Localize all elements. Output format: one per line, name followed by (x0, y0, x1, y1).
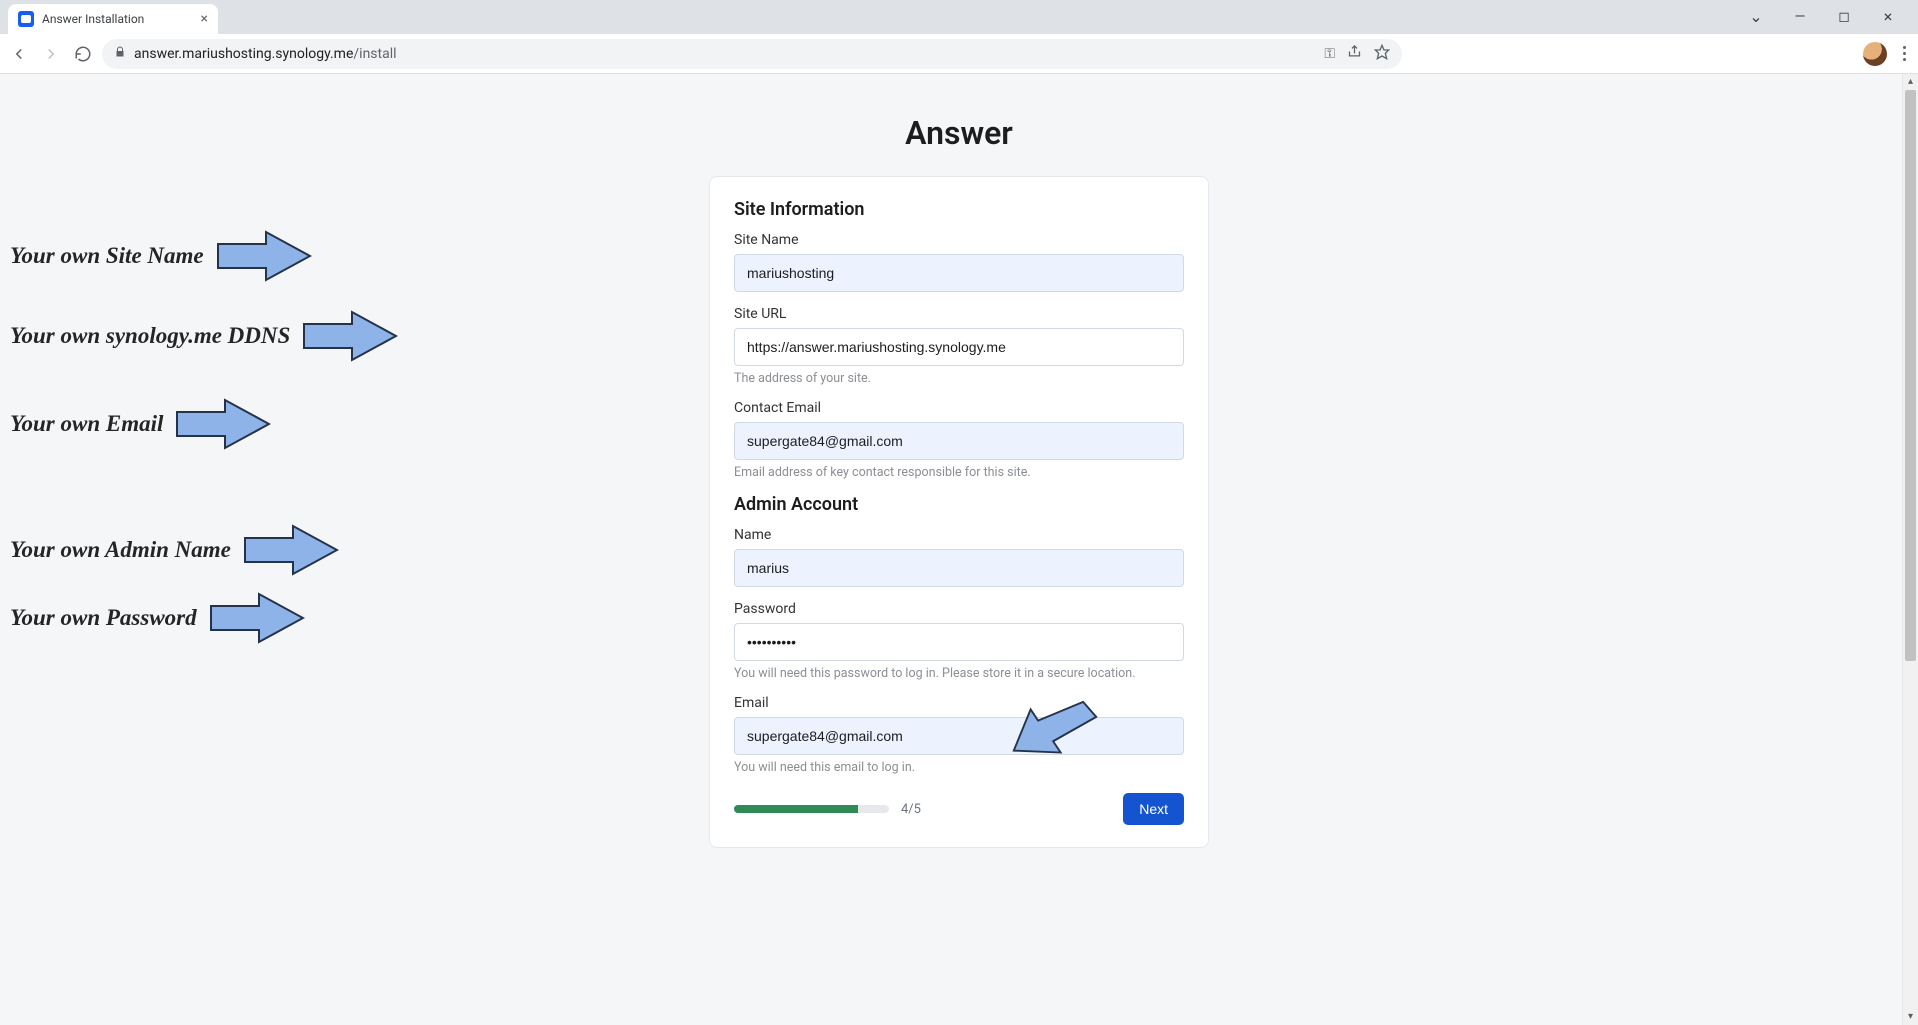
hint-admin-password: You will need this password to log in. P… (734, 666, 1184, 681)
chevron-down-icon[interactable]: ⌄ (1742, 9, 1770, 25)
window-controls: ⌄ — ◻ × (1742, 9, 1910, 25)
progress-bar (734, 805, 889, 813)
input-admin-password[interactable] (734, 623, 1184, 661)
browser-tab[interactable]: Answer Installation × (8, 4, 218, 34)
url-path: /install (353, 46, 396, 62)
browser-chrome: Answer Installation × ⌄ — ◻ × (0, 0, 1918, 74)
input-contact-email[interactable] (734, 422, 1184, 460)
hint-contact-email: Email address of key contact responsible… (734, 465, 1184, 480)
window-close-icon[interactable]: × (1874, 9, 1902, 25)
tab-favicon-icon (18, 11, 34, 27)
progress-fill (734, 805, 858, 813)
section-site-info-title: Site Information (734, 199, 1184, 220)
tab-close-icon[interactable]: × (201, 11, 208, 27)
label-admin-name: Name (734, 527, 1184, 543)
input-site-url[interactable] (734, 328, 1184, 366)
label-site-name: Site Name (734, 232, 1184, 248)
browser-toolbar: answer.mariushosting.synology.me/install… (0, 34, 1918, 74)
browser-menu-icon[interactable] (1901, 44, 1908, 63)
page-viewport: Answer Site Information Site Name Site U… (0, 74, 1918, 1025)
field-contact-email: Contact Email Email address of key conta… (734, 400, 1184, 480)
label-contact-email: Contact Email (734, 400, 1184, 416)
input-admin-name[interactable] (734, 549, 1184, 587)
scrollbar[interactable]: ▴ ▾ (1902, 74, 1918, 1025)
address-bar[interactable]: answer.mariushosting.synology.me/install… (102, 39, 1402, 69)
label-site-url: Site URL (734, 306, 1184, 322)
field-admin-name: Name (734, 527, 1184, 587)
reload-icon[interactable] (74, 45, 92, 63)
tab-title: Answer Installation (42, 12, 193, 26)
field-site-name: Site Name (734, 232, 1184, 292)
nav-buttons (10, 45, 92, 63)
input-site-name[interactable] (734, 254, 1184, 292)
next-button[interactable]: Next (1123, 793, 1184, 825)
label-admin-email: Email (734, 695, 1184, 711)
share-icon[interactable] (1347, 44, 1362, 63)
arrow-left-icon (1010, 694, 1100, 766)
key-icon[interactable]: ⚿ (1324, 46, 1335, 62)
input-admin-email[interactable] (734, 717, 1184, 755)
install-card: Site Information Site Name Site URL The … (709, 176, 1209, 848)
card-footer: 4/5 Next (734, 793, 1184, 825)
hint-admin-email: You will need this email to log in. (734, 760, 1184, 775)
field-admin-email: Email You will need this email to log in… (734, 695, 1184, 775)
profile-avatar-icon[interactable] (1863, 42, 1887, 66)
back-icon[interactable] (10, 45, 28, 63)
star-icon[interactable] (1374, 44, 1390, 64)
forward-icon[interactable] (42, 45, 60, 63)
url-text: answer.mariushosting.synology.me/install (134, 46, 397, 62)
tab-bar: Answer Installation × ⌄ — ◻ × (0, 0, 1918, 34)
url-host: answer.mariushosting.synology.me (134, 46, 353, 62)
lock-icon (114, 46, 126, 61)
section-admin-title: Admin Account (734, 494, 1184, 515)
progress-step-label: 4/5 (901, 802, 921, 817)
maximize-icon[interactable]: ◻ (1830, 10, 1858, 24)
field-admin-password: Password You will need this password to … (734, 601, 1184, 681)
field-site-url: Site URL The address of your site. (734, 306, 1184, 386)
hint-site-url: The address of your site. (734, 371, 1184, 386)
page-title: Answer (905, 114, 1013, 152)
scrollbar-thumb[interactable] (1905, 90, 1916, 661)
page-content: Answer Site Information Site Name Site U… (0, 74, 1918, 908)
minimize-icon[interactable]: — (1786, 10, 1814, 24)
label-admin-password: Password (734, 601, 1184, 617)
scroll-down-icon[interactable]: ▾ (1903, 1009, 1918, 1025)
scroll-up-icon[interactable]: ▴ (1903, 74, 1918, 90)
